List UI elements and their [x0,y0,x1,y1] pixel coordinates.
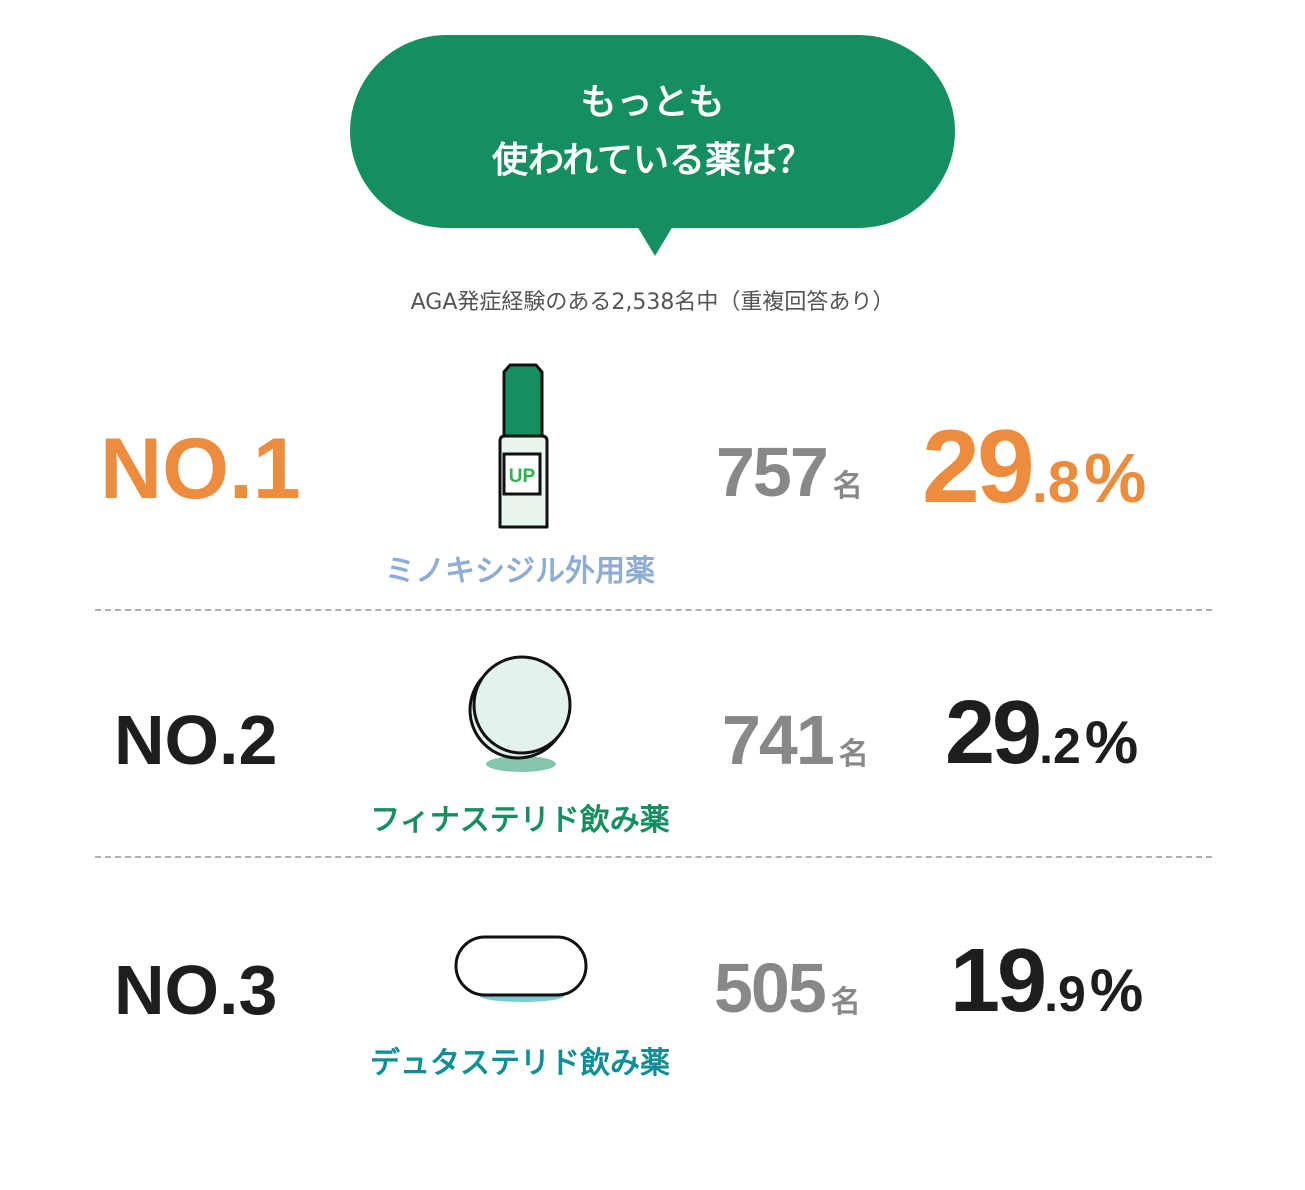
percent-int: 19 [950,931,1047,1031]
percent-sign: % [1089,957,1144,1024]
count-value: 505 [714,949,827,1027]
rank-3-name: デュタステリド飲み薬 [370,1046,670,1081]
capsule-pill-icon [454,935,588,1002]
rank-3-percent: 19.9% [950,930,1143,1033]
count-unit: 名 [838,738,869,771]
icon-up-text: UP [509,466,536,487]
percent-dec: .2 [1039,718,1081,774]
rank-2-count: 741 名 [722,700,869,780]
divider [95,856,1212,858]
count-unit: 名 [830,986,861,1019]
percent-int: 29 [922,409,1035,525]
rank-3-count: 505 名 [714,948,861,1028]
rank-1: NO.1 [100,421,301,517]
percent-dec: .9 [1044,966,1086,1022]
bubble-tail [637,226,673,256]
percent-sign: % [1084,439,1147,517]
rank-2-percent: 29.2% [945,682,1138,785]
rank-2-name: フィナステリド飲み薬 [370,803,670,838]
count-unit: 名 [832,470,863,503]
count-value: 741 [722,701,835,779]
percent-dec: .8 [1031,450,1081,515]
rank-1-percent: 29.8% [922,408,1146,527]
count-value: 757 [716,433,829,511]
rank-1-count: 757 名 [716,432,863,512]
title-line-1: もっとも [580,81,725,123]
rank-3: NO.3 [114,951,278,1029]
percent-sign: % [1084,709,1139,776]
title-line-2: 使われている薬は？ [491,139,814,181]
percent-int: 29 [945,683,1042,783]
round-pill-icon [468,655,572,772]
rank-1-name: ミノキシジル外用薬 [385,554,655,589]
lotion-bottle-icon: UP [498,363,549,529]
divider [95,609,1212,611]
subtitle: AGA発症経験のある2,538名中（重複回答あり） [410,290,895,315]
rank-2: NO.2 [114,701,278,779]
title-bubble: もっとも 使われている薬は？ [350,35,955,228]
